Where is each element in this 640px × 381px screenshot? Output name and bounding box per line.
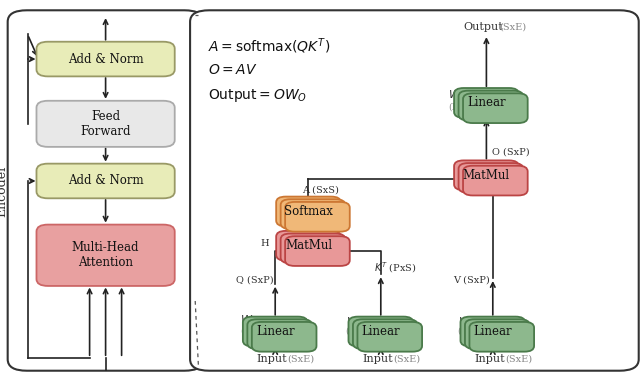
FancyBboxPatch shape	[243, 317, 308, 346]
FancyBboxPatch shape	[280, 234, 346, 263]
FancyBboxPatch shape	[36, 225, 175, 286]
Text: (ExP): (ExP)	[240, 327, 265, 336]
Text: (SxE): (SxE)	[500, 23, 527, 32]
Text: (ExP): (ExP)	[458, 327, 483, 336]
FancyBboxPatch shape	[454, 88, 519, 118]
Text: (SxE): (SxE)	[505, 354, 532, 363]
Text: $W_K$: $W_K$	[346, 315, 364, 329]
Text: Output: Output	[463, 22, 503, 32]
Text: Input: Input	[474, 354, 505, 364]
Text: $\mathrm{Output} = OW_O$: $\mathrm{Output} = OW_O$	[208, 87, 307, 104]
Text: Softmax: Softmax	[284, 205, 333, 218]
FancyBboxPatch shape	[349, 317, 413, 346]
FancyBboxPatch shape	[461, 317, 525, 346]
Text: Input: Input	[257, 354, 287, 364]
FancyBboxPatch shape	[8, 10, 204, 371]
FancyBboxPatch shape	[285, 236, 349, 266]
Text: Linear: Linear	[256, 325, 294, 338]
Text: $K^T$ (PxS): $K^T$ (PxS)	[374, 261, 417, 275]
FancyBboxPatch shape	[463, 93, 528, 123]
Text: O (SxP): O (SxP)	[492, 148, 529, 157]
FancyBboxPatch shape	[353, 319, 417, 349]
Text: Feed
Forward: Feed Forward	[81, 110, 131, 138]
FancyBboxPatch shape	[465, 319, 530, 349]
Text: MatMul: MatMul	[285, 239, 332, 252]
FancyBboxPatch shape	[190, 10, 639, 371]
Text: Encoder: Encoder	[0, 164, 8, 217]
FancyBboxPatch shape	[463, 166, 528, 195]
Text: Q (SxP): Q (SxP)	[236, 275, 273, 285]
FancyBboxPatch shape	[458, 163, 524, 193]
Text: Add & Norm: Add & Norm	[68, 53, 143, 66]
FancyBboxPatch shape	[248, 319, 312, 349]
FancyBboxPatch shape	[357, 322, 422, 352]
FancyBboxPatch shape	[458, 91, 524, 120]
Text: MatMul: MatMul	[463, 169, 510, 182]
Text: H: H	[260, 239, 269, 248]
Text: Linear: Linear	[362, 325, 400, 338]
Text: (ExP): (ExP)	[346, 327, 371, 336]
Text: $A = \mathrm{softmax}(QK^T)$: $A = \mathrm{softmax}(QK^T)$	[208, 36, 330, 56]
Text: Linear: Linear	[467, 96, 506, 109]
FancyBboxPatch shape	[285, 202, 349, 232]
FancyBboxPatch shape	[276, 231, 340, 261]
FancyBboxPatch shape	[470, 322, 534, 352]
Text: V (SxP): V (SxP)	[453, 275, 490, 285]
Text: $O = AV$: $O = AV$	[208, 64, 258, 77]
FancyBboxPatch shape	[276, 197, 340, 226]
Text: (SxE): (SxE)	[393, 354, 420, 363]
Text: $W_Q$: $W_Q$	[240, 314, 259, 330]
Text: Multi-Head
Attention: Multi-Head Attention	[72, 241, 140, 269]
Text: $W_V$: $W_V$	[458, 315, 476, 329]
Text: A (SxS): A (SxS)	[302, 186, 339, 195]
FancyBboxPatch shape	[36, 164, 175, 198]
FancyBboxPatch shape	[36, 101, 175, 147]
FancyBboxPatch shape	[454, 160, 519, 190]
Text: Add & Norm: Add & Norm	[68, 174, 143, 187]
Text: (SxE): (SxE)	[287, 354, 314, 363]
FancyBboxPatch shape	[36, 42, 175, 77]
FancyBboxPatch shape	[252, 322, 317, 352]
Text: Input: Input	[362, 354, 393, 364]
Text: Linear: Linear	[474, 325, 512, 338]
Text: $W_O$: $W_O$	[448, 88, 467, 102]
FancyBboxPatch shape	[280, 199, 346, 229]
Text: (PxE): (PxE)	[448, 102, 473, 111]
